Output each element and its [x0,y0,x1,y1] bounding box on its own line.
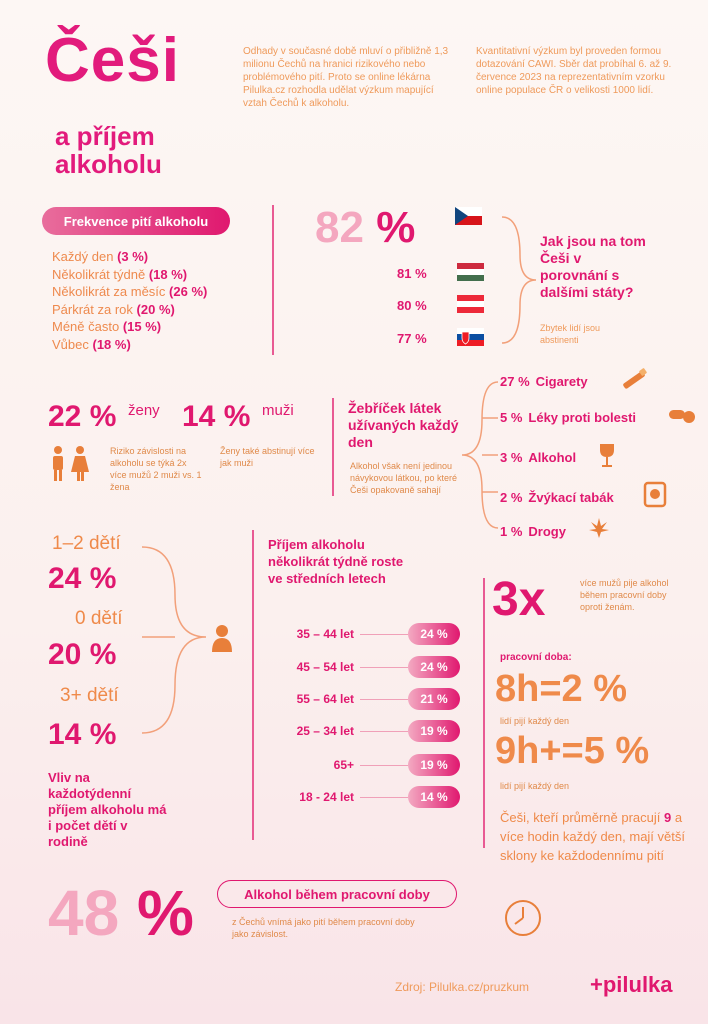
clock-icon [505,900,541,936]
alcohol-at-work-pill: Alkohol během pracovní doby [217,880,457,908]
tobacco-tin-icon [643,481,667,508]
list-item: Několikrát týdně (18 %) [52,266,188,282]
substance-item: 2 % Žvýkací tabák [500,490,614,505]
substances-note: Alkohol však není jedinou návykovou látk… [350,461,458,495]
work-8h-note: lidí pijí každý den [500,716,570,726]
list-item: Párkrát za rok (20 %) [52,301,175,317]
divider [252,530,254,840]
page-subtitle: a příjem alkoholu [55,121,162,179]
men-percentage: 14 % [182,400,251,433]
work-multiplier-note: více mužů pije alkohol během pracovní do… [580,578,669,612]
cigarette-icon [623,368,647,389]
divider [272,205,274,355]
work-drinking-percentage: 48 % [48,877,194,949]
gender-risk-note: Riziko závislosti na alkoholu se týká 2x… [110,446,202,492]
work-9h-stat: 9h+=5 % [495,730,650,772]
men-label: muži [262,402,294,419]
substances-title: Žebříček látek užívaných každý den [348,400,459,450]
substance-item: 5 % Léky proti bolesti [500,410,637,425]
wine-glass-icon [600,444,614,467]
gender-abstain-note: Ženy také abstinují více jak muži [220,446,315,468]
work-hours-label: pracovní doba: [500,652,572,663]
work-summary: Češi, kteří průměrně pracují 9 a více ho… [500,810,685,863]
table-row: 55 – 64 let 21 % [265,688,460,710]
children-percentage: 14 % [48,718,117,751]
source-text: Zdroj: Pilulka.cz/pruzkum [395,980,530,994]
children-bracket [141,546,207,734]
divider [332,398,334,496]
children-percentage: 24 % [48,562,117,595]
frequency-title-pill: Frekvence pití alkoholu [42,207,230,235]
substances-bracket [461,381,499,529]
women-percentage: 22 % [48,400,117,433]
hungary-percentage: 81 % [397,266,427,281]
children-label: 1–2 dětí [52,533,121,554]
divider [483,578,485,848]
table-row: 45 – 54 let 24 % [265,656,460,678]
person-icon [212,625,232,652]
slovakia-flag-icon [457,328,484,346]
children-label: 0 dětí [75,608,123,629]
pilulka-logo: +pilulka [590,972,673,997]
table-row: 35 – 44 let 24 % [265,623,460,645]
work-8h-stat: 8h=2 % [495,668,628,710]
women-label: ženy [128,402,160,419]
czech-percentage: 82 % [315,203,416,252]
work-multiplier: 3x [492,573,546,626]
frequency-list: Každý den (3 %) Několikrát týdně (18 %) … [52,248,207,353]
list-item: Vůbec (18 %) [52,336,131,352]
intro-text: Odhady v současné době mluví o přibližně… [243,46,449,109]
alcohol-at-work-note: z Čechů vnímá jako pití během pracovní d… [232,917,415,939]
table-row: 25 – 34 let 19 % [265,720,460,742]
man-woman-icon [53,446,89,481]
page-title: Češi [45,26,180,95]
substance-item: 1 % Drogy [500,524,566,539]
age-title: Příjem alkoholu několikrát týdně roste v… [268,537,404,586]
comparison-question: Jak jsou na tom Češi v porovnání s další… [540,233,646,300]
children-label: 3+ dětí [60,685,119,706]
cannabis-leaf-icon [589,518,609,538]
children-note: Vliv na každotýdenní příjem alkoholu má … [48,770,167,849]
list-item: Několikrát za měsíc (26 %) [52,284,208,299]
abstainer-note: Zbytek lidí jsou abstinenti [540,323,601,345]
work-9h-note: lidí pijí každý den [500,781,570,791]
czech-flag-icon [455,207,482,225]
slovakia-percentage: 77 % [397,331,427,346]
pills-icon [669,410,695,423]
table-row: 18 - 24 let 14 % [265,786,460,808]
substance-item: 3 % Alkohol [500,450,577,465]
austria-percentage: 80 % [397,298,427,313]
austria-flag-icon [457,295,484,313]
methodology-text: Kvantitativní výzkum byl proveden formou… [476,46,672,96]
substance-item: 27 % Cigarety [500,374,588,389]
children-percentage: 20 % [48,638,117,671]
bracket-connector [501,216,537,344]
list-item: Méně často (15 %) [52,319,162,334]
hungary-flag-icon [457,263,484,281]
list-item: Každý den (3 %) [52,249,149,264]
table-row: 65+ 19 % [265,754,460,776]
